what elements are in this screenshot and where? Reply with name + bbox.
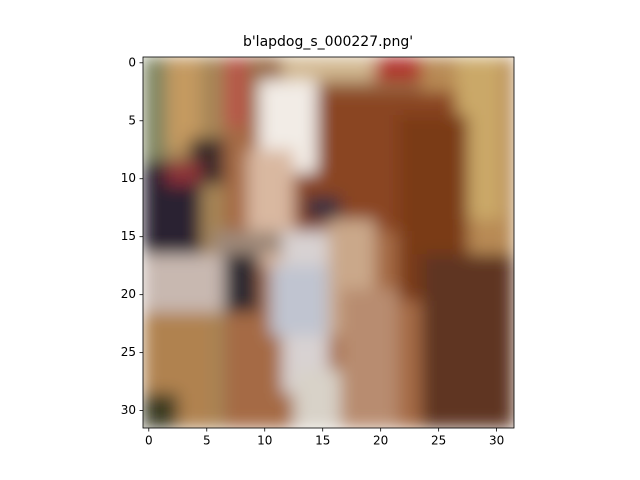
y-tick-label: 5	[128, 113, 136, 127]
image	[143, 57, 515, 429]
y-tick-label: 10	[121, 171, 136, 185]
axes-frame	[142, 56, 515, 429]
x-tick-label: 15	[315, 434, 330, 448]
y-tick-label: 30	[121, 403, 136, 417]
x-tick-label: 25	[431, 434, 446, 448]
x-tick-label: 5	[203, 434, 211, 448]
x-tick-label: 10	[257, 434, 272, 448]
y-tick-label: 20	[121, 287, 136, 301]
chart-title: b'lapdog_s_000227.png'	[243, 34, 413, 50]
y-tick-label: 15	[121, 229, 136, 243]
x-tick-label: 20	[373, 434, 388, 448]
x-tick-label: 0	[145, 434, 153, 448]
x-tick-label: 30	[489, 434, 504, 448]
y-tick-label: 25	[121, 345, 136, 359]
y-tick-label: 0	[128, 55, 136, 69]
